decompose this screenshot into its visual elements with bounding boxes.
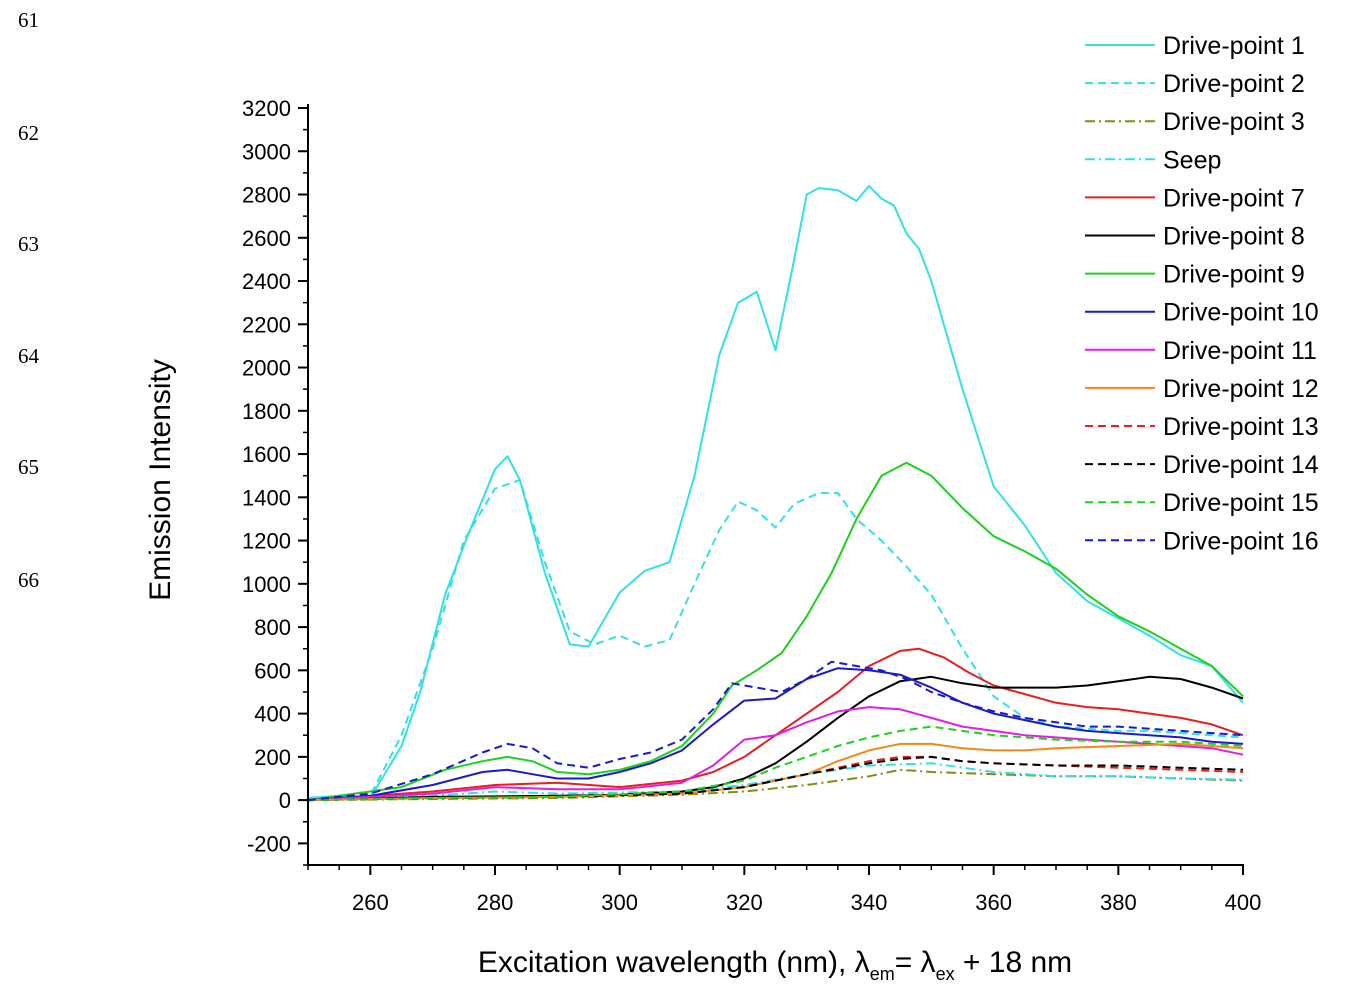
y-tick-label: 3000 [242, 139, 291, 164]
legend-label: Drive-point 10 [1163, 299, 1319, 327]
legend-label: Drive-point 7 [1163, 184, 1305, 212]
x-tick-label: 260 [352, 890, 389, 915]
x-tick-label: 360 [975, 890, 1012, 915]
x-tick-label: 340 [851, 890, 888, 915]
x-tick-label: 380 [1100, 890, 1137, 915]
line-number: 61 [18, 8, 39, 32]
legend-label: Drive-point 8 [1163, 223, 1305, 251]
y-tick-label: 1000 [242, 572, 291, 597]
legend-label: Drive-point 2 [1163, 70, 1305, 98]
x-tick-label: 280 [477, 890, 514, 915]
line-number: 63 [18, 232, 39, 256]
line-number: 62 [18, 121, 39, 145]
legend-label: Drive-point 12 [1163, 375, 1319, 403]
line-number: 65 [18, 455, 39, 479]
legend-label: Drive-point 11 [1163, 337, 1317, 365]
y-tick-label: -200 [247, 831, 291, 856]
line-number: 66 [18, 568, 39, 592]
legend-label: Drive-point 15 [1163, 489, 1319, 517]
y-tick-label: 2400 [242, 269, 291, 294]
y-tick-label: 800 [254, 615, 291, 640]
y-tick-label: 200 [254, 745, 291, 770]
axes-layer: -200 0 200 400 600 800 1000 1200 1400 1600 1800 200… [242, 96, 1261, 915]
legend-label: Seep [1163, 146, 1221, 174]
x-axis-title: Excitation wavelength (nm), λem= λex + 1… [478, 946, 1072, 984]
y-tick-label: 2000 [242, 356, 291, 381]
y-tick-label: 1600 [242, 442, 291, 467]
series-line-14 [307, 660, 1244, 802]
y-tick-label: 3200 [242, 96, 291, 121]
y-tick-label: 2800 [242, 183, 291, 208]
y-tick-label: 1200 [242, 529, 291, 554]
legend: Drive-point 1 Drive-point 2 Drive-point 3 S… [1085, 32, 1319, 555]
legend-label: Drive-point 3 [1163, 108, 1305, 136]
y-tick-label: 400 [254, 702, 291, 727]
x-tick-label: 320 [726, 890, 763, 915]
legend-label: Drive-point 9 [1163, 261, 1305, 289]
y-tick-label: 600 [254, 658, 291, 683]
y-axis-title: Emission Intensity [144, 359, 177, 601]
y-tick-label: 1400 [242, 485, 291, 510]
legend-label: Drive-point 13 [1163, 413, 1319, 441]
series-line-7 [307, 461, 1244, 802]
legend-label: Drive-point 1 [1163, 32, 1305, 60]
series-line-13 [307, 725, 1244, 802]
series-line-5 [307, 647, 1244, 802]
x-tick-label: 400 [1225, 890, 1262, 915]
series-line-4 [307, 762, 1244, 802]
line-number: 64 [18, 344, 39, 368]
y-tick-label: 0 [279, 788, 291, 813]
series-layer [307, 184, 1244, 802]
y-tick-label: 2600 [242, 226, 291, 251]
y-tick-label: 2200 [242, 312, 291, 337]
series-line-2 [307, 479, 1244, 799]
legend-label: Drive-point 16 [1163, 527, 1319, 555]
legend-label: Drive-point 14 [1163, 451, 1319, 479]
x-tick-label: 300 [601, 890, 638, 915]
series-line-9 [307, 706, 1244, 802]
y-tick-label: 1800 [242, 399, 291, 424]
series-line-1 [307, 184, 1244, 799]
